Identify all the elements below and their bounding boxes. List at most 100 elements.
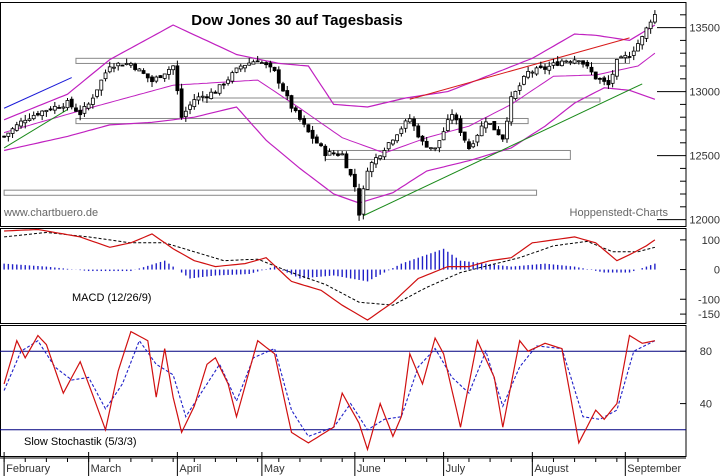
price-candle (454, 112, 459, 125)
price-candle (221, 82, 226, 90)
price-candle (475, 133, 480, 147)
price-candle (162, 73, 167, 82)
price-candle (196, 92, 201, 105)
price-candle (437, 140, 442, 153)
price-candle (471, 140, 476, 149)
trendline (409, 37, 630, 100)
price-candle (386, 142, 391, 151)
price-candle (424, 137, 429, 148)
price-candle (445, 114, 450, 132)
price-candle (200, 91, 205, 102)
price-y-tick-label: 13500 (689, 23, 720, 35)
price-candle (281, 81, 285, 92)
price-candle (429, 147, 433, 151)
bollinger-upper-band (3, 24, 656, 121)
price-candle (526, 66, 531, 80)
price-candle (306, 124, 311, 133)
price-candle (137, 67, 142, 72)
price-candle (10, 127, 15, 138)
price-candle (285, 85, 290, 100)
price-candle (352, 168, 357, 192)
price-candle (640, 35, 645, 50)
price-candle (69, 96, 74, 110)
price-candle (103, 69, 108, 82)
month-label: February (6, 463, 51, 475)
price-candle (31, 111, 36, 121)
price-candle (319, 142, 323, 148)
price-candle (302, 115, 307, 128)
price-candle (420, 135, 425, 146)
price-candle (403, 118, 408, 133)
price-candle (264, 61, 269, 69)
price-candle (407, 114, 412, 124)
price-candle (399, 126, 404, 137)
price-candle (467, 138, 471, 150)
price-candle (150, 75, 154, 87)
price-candle (581, 60, 585, 68)
price-candle (602, 75, 607, 86)
stoch-frame (0, 325, 687, 457)
price-candle (86, 102, 91, 111)
price-candle (310, 125, 315, 144)
price-candle (183, 106, 188, 122)
price-candle (268, 60, 273, 73)
stoch-y-tick-label: 40 (700, 399, 712, 411)
price-candle (57, 104, 61, 109)
price-candle (78, 105, 83, 121)
bollinger-center-line (3, 52, 656, 154)
price-candle (568, 60, 573, 66)
price-candle (623, 51, 628, 63)
price-candle (555, 55, 560, 67)
price-candle (500, 134, 505, 142)
price-candle (95, 89, 99, 99)
price-candle (230, 70, 235, 84)
price-candle (48, 106, 53, 112)
price-candle (107, 61, 112, 74)
price-candle (412, 116, 416, 131)
axis-layer: 12000 12500 13000 13500 100 0 -100 -150 80 40 Febr… (3, 14, 720, 476)
price-candle (289, 94, 294, 113)
price-candle (547, 61, 552, 75)
price-candle (652, 10, 657, 25)
macd-y-tick-label: -100 (698, 294, 720, 306)
price-candle (171, 65, 176, 75)
price-candle (112, 63, 116, 73)
price-candle (116, 61, 121, 71)
price-candle (124, 58, 129, 66)
price-candle (382, 147, 387, 160)
price-candle (40, 110, 45, 121)
price-candle (589, 62, 594, 76)
stochastic-label: Slow Stochastik (5/3/3) (24, 436, 137, 448)
price-candle (488, 122, 492, 125)
price-candle (99, 79, 104, 96)
price-candle (572, 55, 577, 65)
price-candle (323, 144, 328, 162)
price-candle (331, 150, 336, 156)
price-candle (293, 105, 298, 113)
price-candle (416, 123, 421, 139)
price-candle (276, 66, 281, 89)
price-zone-box (75, 117, 529, 125)
price-candle (272, 66, 277, 72)
price-candle (19, 117, 23, 129)
price-candle (82, 102, 87, 117)
price-candle (450, 109, 454, 125)
price-candle (251, 59, 256, 65)
price-candle (513, 90, 518, 101)
price-candle (369, 160, 374, 178)
price-candle (479, 121, 484, 137)
price-candle (205, 94, 209, 103)
price-candle (357, 183, 361, 221)
price-candle (517, 82, 522, 95)
price-candle (255, 55, 260, 63)
price-candle (243, 64, 247, 73)
price-candle (6, 132, 11, 142)
price-candle (585, 60, 590, 69)
price-candle (606, 75, 611, 89)
price-candle (521, 75, 526, 86)
price-candle (128, 61, 133, 69)
price-candle (23, 114, 28, 129)
price-candle (631, 46, 636, 61)
price-y-tick-label: 13000 (689, 87, 720, 99)
